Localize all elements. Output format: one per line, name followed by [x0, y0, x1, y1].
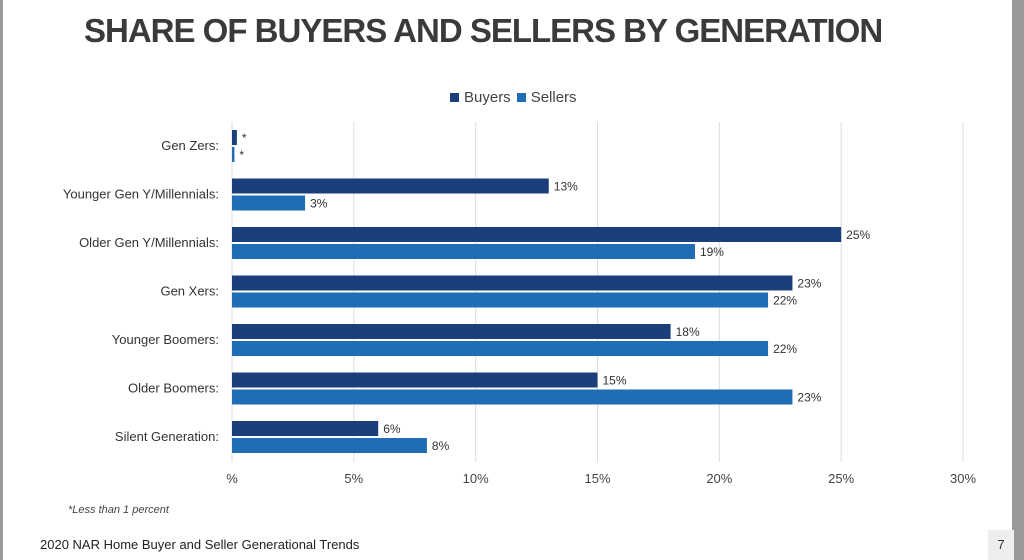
right-edge-bar — [1012, 0, 1024, 560]
legend-swatch-sellers — [516, 93, 526, 102]
data-label: 22% — [773, 294, 797, 308]
data-label: * — [239, 148, 244, 162]
legend-swatch-buyers — [450, 93, 459, 102]
category-label: Older Gen Y/Millennials: — [79, 235, 219, 250]
bar-buyers — [232, 372, 598, 388]
x-tick-label: % — [226, 471, 238, 486]
bar-sellers — [232, 438, 427, 453]
legend-label-buyers: Buyers — [464, 89, 511, 106]
category-label: Gen Zers: — [161, 138, 219, 153]
bar-sellers — [232, 341, 769, 356]
footnote: *Less than 1 percent — [68, 504, 169, 516]
bar-buyers — [232, 275, 793, 291]
legend-item-sellers: Sellers — [516, 89, 577, 106]
data-label: 6% — [383, 422, 401, 436]
x-tick-label: 10% — [463, 471, 489, 486]
data-label: 22% — [773, 342, 797, 356]
legend: Buyers Sellers — [450, 89, 583, 106]
bar-buyers — [232, 324, 671, 339]
data-label: 8% — [432, 439, 450, 453]
bar-sellers — [232, 244, 695, 259]
x-tick-label: 15% — [584, 471, 610, 486]
bar-buyers — [232, 421, 379, 436]
category-label: Gen Xers: — [160, 284, 219, 299]
category-label: Younger Boomers: — [112, 332, 219, 347]
data-label: 18% — [676, 325, 700, 339]
x-tick-label: 5% — [344, 471, 363, 486]
x-tick-label: 25% — [828, 471, 854, 486]
data-label: 15% — [603, 374, 627, 388]
bar-sellers — [232, 195, 306, 211]
bar-sellers — [232, 292, 769, 308]
footer-source: 2020 NAR Home Buyer and Seller Generatio… — [40, 537, 360, 552]
bar-buyers — [232, 130, 237, 145]
chart-title: SHARE OF BUYERS AND SELLERS BY GENERATIO… — [84, 12, 883, 49]
data-label: * — [242, 131, 247, 145]
data-label: 13% — [554, 180, 578, 194]
bar-buyers — [232, 178, 549, 194]
category-label: Younger Gen Y/Millennials: — [63, 187, 219, 202]
data-label: 23% — [797, 277, 821, 291]
data-label: 23% — [797, 391, 821, 405]
legend-label-sellers: Sellers — [530, 89, 577, 106]
page-number: 7 — [988, 530, 1014, 560]
x-tick-label: 30% — [950, 471, 976, 486]
data-label: 3% — [310, 197, 328, 211]
legend-item-buyers: Buyers — [450, 89, 511, 106]
category-label: Older Boomers: — [128, 381, 219, 396]
data-label: 19% — [700, 245, 724, 259]
x-tick-label: 20% — [706, 471, 732, 486]
category-label: Silent Generation: — [115, 429, 219, 444]
bar-sellers — [232, 389, 793, 405]
data-label: 25% — [846, 228, 870, 242]
bar-sellers — [232, 147, 235, 162]
left-edge-bar — [0, 0, 3, 560]
bar-buyers — [232, 227, 842, 242]
